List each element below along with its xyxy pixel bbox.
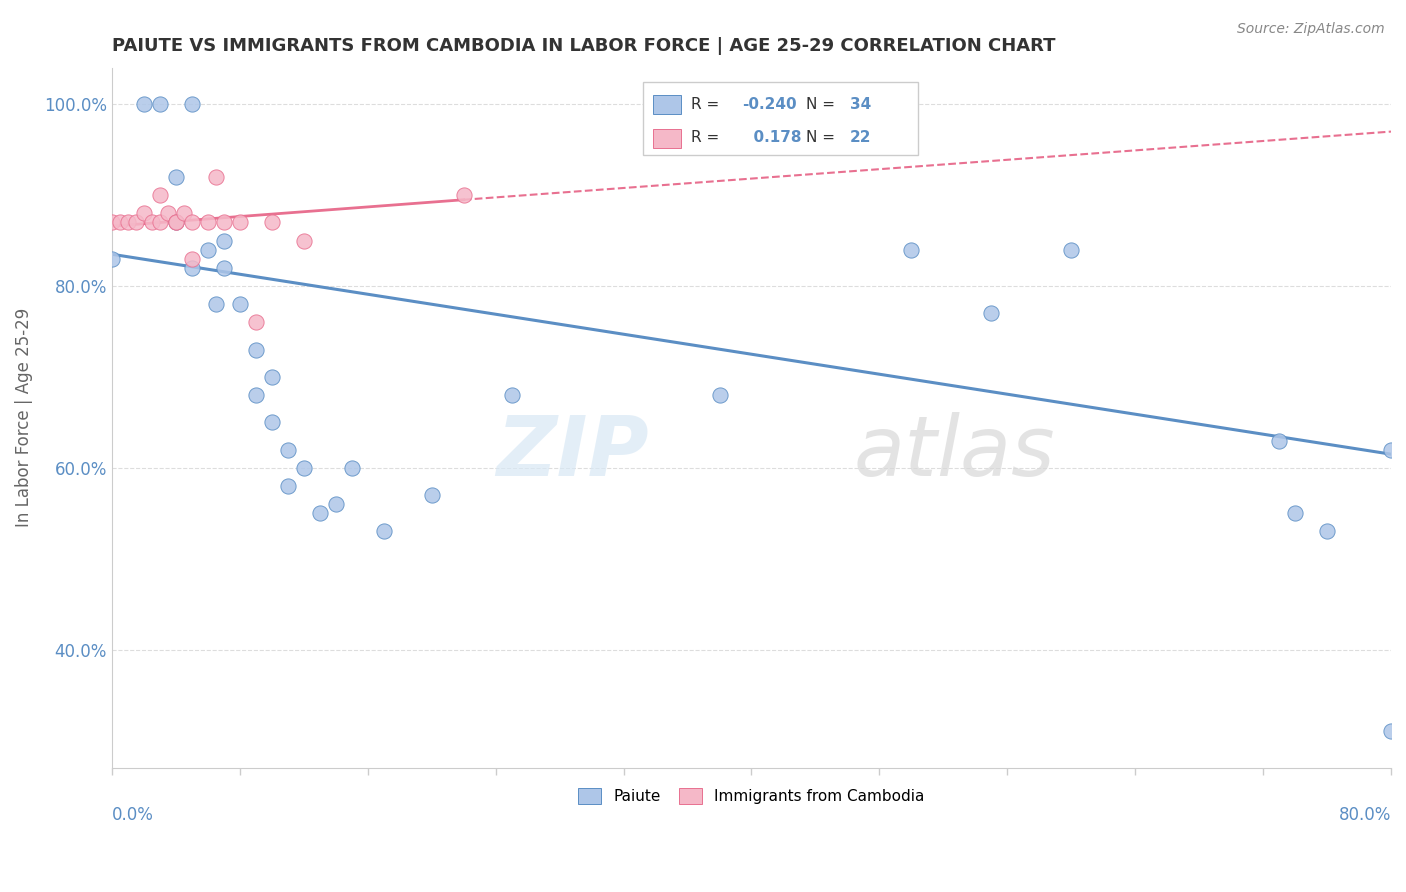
Point [205,169,228,184]
FancyBboxPatch shape [652,95,681,114]
Text: 34: 34 [851,96,872,112]
Point [165,215,187,229]
Point [205,297,228,311]
Point [1268,434,1291,448]
Point [709,388,731,402]
Point [292,460,315,475]
Text: ZIP: ZIP [496,412,650,493]
Point [212,234,235,248]
Text: PAIUTE VS IMMIGRANTS FROM CAMBODIA IN LABOR FORCE | AGE 25-29 CORRELATION CHART: PAIUTE VS IMMIGRANTS FROM CAMBODIA IN LA… [112,37,1056,55]
Point [197,243,219,257]
Point [900,243,922,257]
FancyBboxPatch shape [643,82,918,155]
Point [125,215,148,229]
Point [101,215,124,229]
Point [245,343,267,357]
Point [1316,524,1339,539]
Point [165,169,187,184]
Point [180,215,202,229]
Point [212,260,235,275]
Legend: Paiute, Immigrants from Cambodia: Paiute, Immigrants from Cambodia [572,782,931,811]
Point [420,488,443,502]
Point [108,215,131,229]
Point [501,388,523,402]
Point [245,388,267,402]
Point [229,215,252,229]
Point [149,215,172,229]
Point [1060,243,1083,257]
Point [292,234,315,248]
Point [132,206,155,220]
Point [260,215,283,229]
Point [308,506,330,520]
Point [373,524,395,539]
Point [1379,724,1402,739]
Point [180,97,202,112]
Point [165,215,187,229]
Point [212,215,235,229]
Point [101,252,124,266]
Point [260,370,283,384]
Point [180,252,202,266]
Point [325,497,347,511]
Point [980,306,1002,320]
Point [117,215,139,229]
Point [173,206,195,220]
Point [245,315,267,329]
Text: 80.0%: 80.0% [1339,806,1391,824]
Point [132,97,155,112]
Point [180,260,202,275]
Point [149,97,172,112]
Text: N =: N = [807,96,841,112]
Point [1284,506,1306,520]
Text: Source: ZipAtlas.com: Source: ZipAtlas.com [1237,22,1385,37]
Point [165,215,187,229]
Text: 22: 22 [851,130,872,145]
Text: N =: N = [807,130,841,145]
Text: 0.178: 0.178 [742,130,801,145]
Text: R =: R = [692,96,724,112]
Text: atlas: atlas [853,412,1056,493]
Point [340,460,363,475]
FancyBboxPatch shape [652,129,681,148]
Text: R =: R = [692,130,724,145]
Point [260,416,283,430]
Text: 0.0%: 0.0% [112,806,153,824]
Point [277,479,299,493]
Point [453,188,475,202]
Point [229,297,252,311]
Point [149,188,172,202]
Text: -0.240: -0.240 [742,96,797,112]
Point [141,215,163,229]
Point [277,442,299,457]
Point [197,215,219,229]
Y-axis label: In Labor Force | Age 25-29: In Labor Force | Age 25-29 [15,309,32,527]
Point [1379,442,1402,457]
Point [156,206,179,220]
